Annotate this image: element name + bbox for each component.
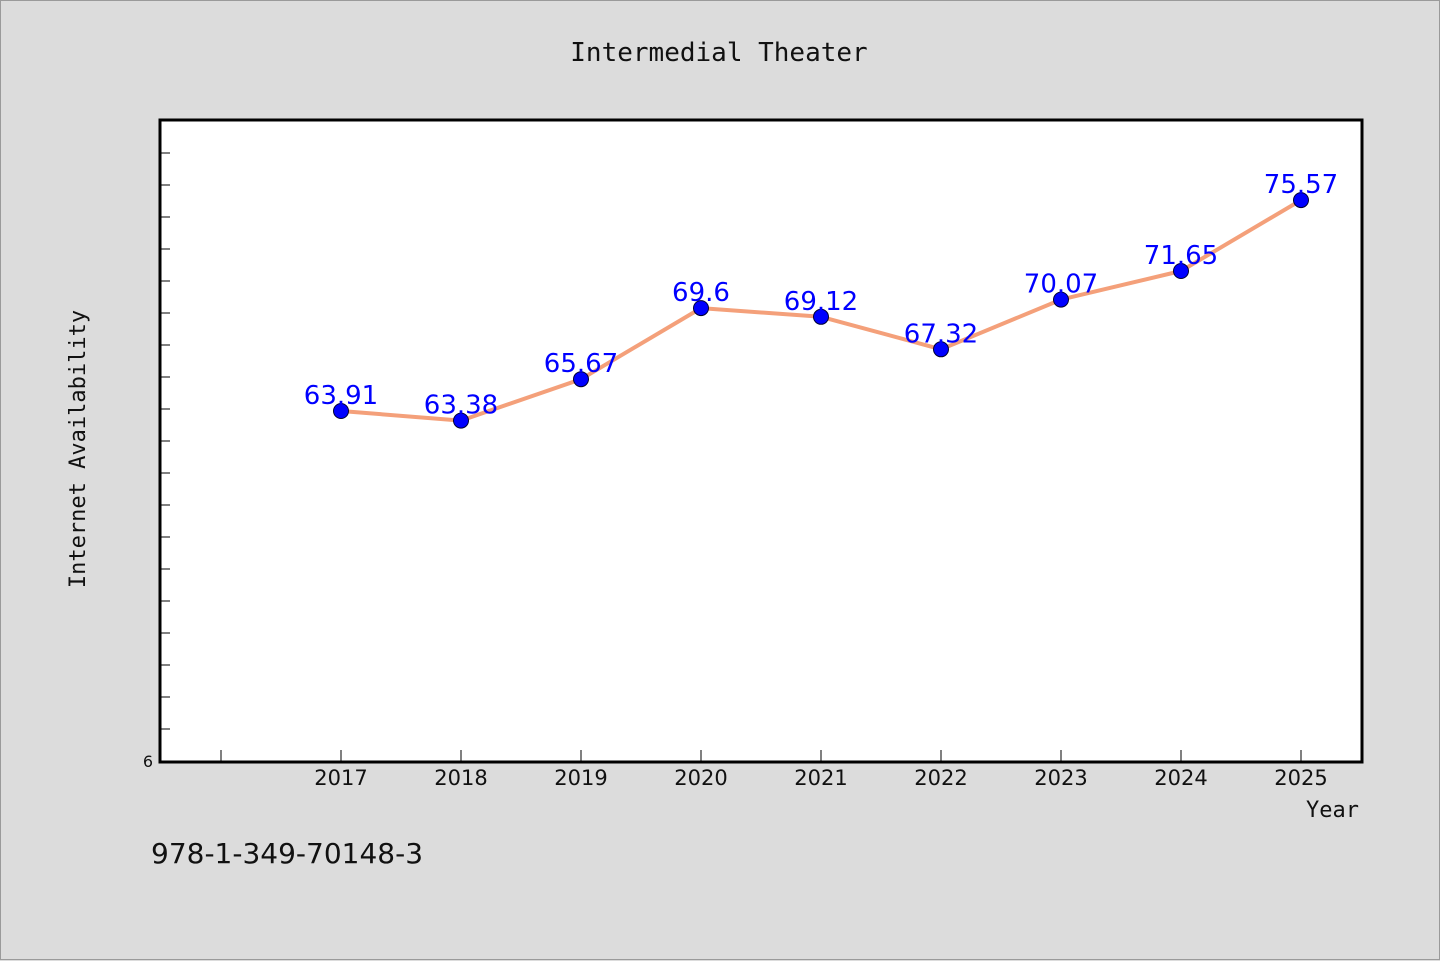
x-tick-label: 2021 (794, 766, 847, 790)
x-tick-label: 2017 (314, 766, 367, 790)
data-point (693, 300, 709, 317)
x-tick-label: 2018 (434, 766, 487, 790)
series-layer (333, 192, 1309, 429)
data-label: 75.57 (1264, 170, 1338, 200)
x-axis-label: Year (1306, 798, 1359, 823)
x-tick-label: 2023 (1034, 766, 1087, 790)
data-point (1173, 263, 1189, 279)
data-point (933, 341, 949, 358)
x-tick-label: 2020 (674, 766, 727, 790)
plot-area (158, 118, 1364, 764)
data-point (1293, 192, 1309, 209)
x-tick-label: 2019 (554, 766, 607, 790)
data-label: 63.91 (304, 381, 378, 411)
data-label: 67.32 (904, 319, 978, 349)
chart-title: Intermedial Theater (570, 38, 867, 68)
x-tick-label: 2025 (1274, 766, 1327, 790)
x-tick-label: 2024 (1154, 766, 1207, 790)
data-label: 70.07 (1024, 270, 1098, 300)
x-ticks: 2017 2018 2019 2020 2021 2022 2023 2024 2025 (220, 750, 1328, 790)
data-label: 71.65 (1144, 241, 1218, 271)
data-label: 69.6 (672, 278, 730, 308)
data-point (453, 412, 469, 429)
isbn-footer: 978-1-349-70148-3 (151, 837, 423, 870)
y-axis-label: Internet Availability (66, 310, 91, 588)
data-point (573, 371, 589, 388)
data-point (333, 403, 349, 419)
data-label: 65.67 (544, 349, 618, 379)
data-point (1053, 291, 1069, 308)
data-label-layer: 63.91 63.38 65.67 69.6 69.12 67.32 70.07 71.65 7… (304, 170, 1338, 421)
data-point (813, 308, 829, 325)
data-label: 69.12 (784, 287, 858, 317)
y-tick-label: 6 (143, 752, 153, 771)
y-minor-ticks (160, 152, 170, 730)
data-label: 63.38 (424, 391, 498, 421)
x-tick-label: 2022 (914, 766, 967, 790)
